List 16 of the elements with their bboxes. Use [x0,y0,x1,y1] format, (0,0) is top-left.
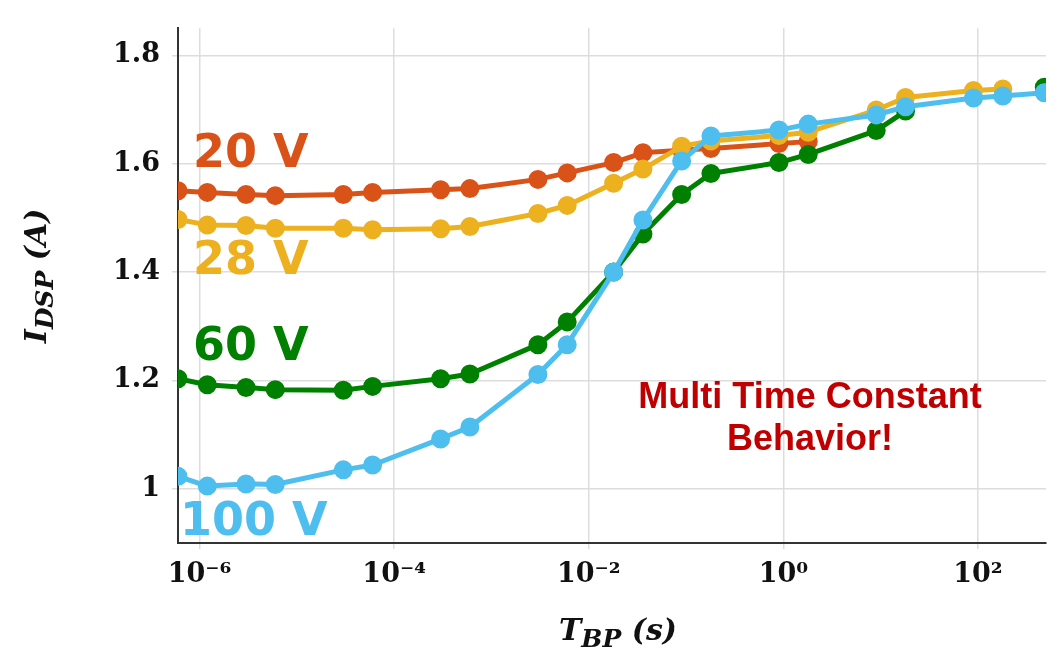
series-label: 100 V [180,492,329,547]
x-tick-label: 10⁻² [556,557,621,589]
x-tick-label: 10² [953,557,1003,589]
x-tick-label: 10⁻⁴ [362,557,427,589]
x-axis-title: T$_{BP}$ (s) [558,612,678,653]
y-tick-label: 1.6 [113,145,160,177]
series-label: 28 V [193,230,310,285]
y-tick-label: 1.4 [113,254,160,286]
x-tick-label: 10⁻⁶ [167,557,232,589]
y-tick-label: 1.2 [113,362,160,394]
annotation: Multi Time Constant Behavior! [637,375,983,459]
x-tick-label: 10⁰ [758,557,809,589]
series-label: 60 V [193,316,310,371]
y-tick-label: 1.8 [113,37,160,69]
series-label: 20 V [193,124,310,179]
y-tick-label: 1 [141,470,160,502]
